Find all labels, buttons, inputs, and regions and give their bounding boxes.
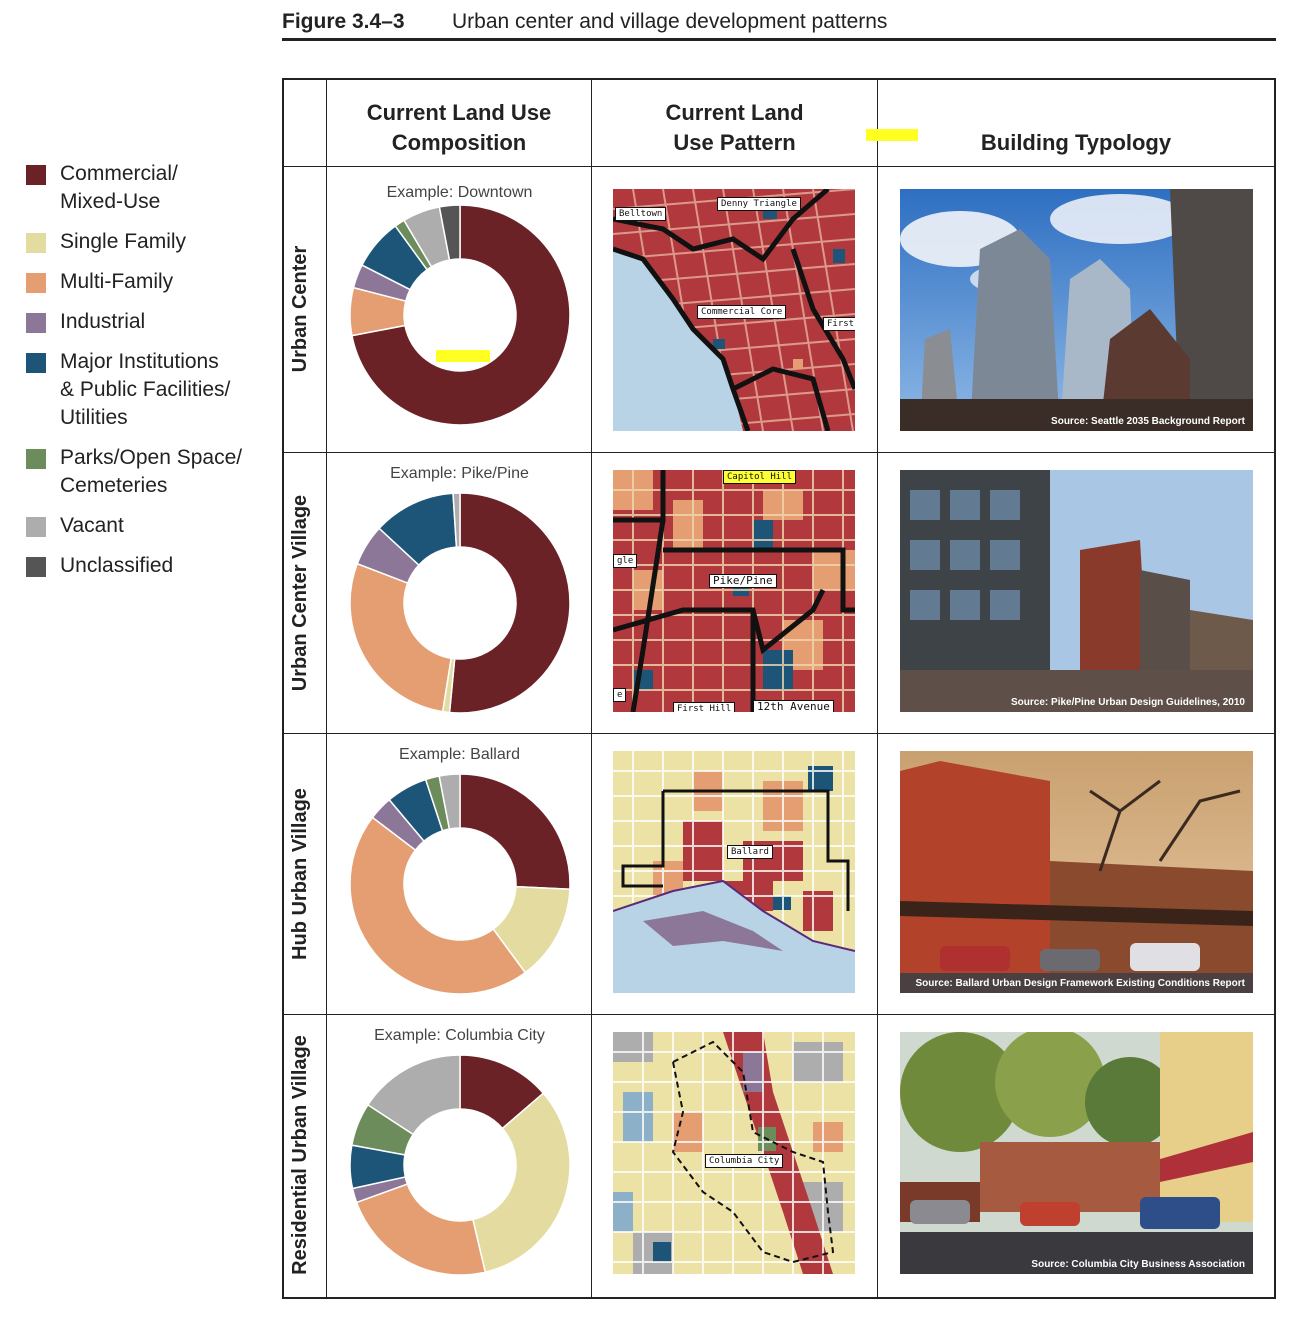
land-use-map-pike-pine: Capitol Hill gle Pike/Pine e First Hill … xyxy=(613,470,855,712)
donut-slice-commercial-mixed-use xyxy=(448,492,571,714)
row-divider xyxy=(282,452,1276,453)
legend-swatch xyxy=(26,353,46,373)
legend-item-unclassified: Unclassified xyxy=(26,552,266,580)
donut-chart-ballard xyxy=(349,773,571,995)
column-divider xyxy=(877,78,878,1299)
row-label-hub-urban-village: Hub Urban Village xyxy=(289,788,311,960)
map-label: Capitol Hill xyxy=(723,470,797,484)
column-divider xyxy=(591,78,592,1299)
donut-slice-commercial-mixed-use xyxy=(459,773,571,891)
land-use-map-downtown: Belltown Denny Triangle Commercial Core … xyxy=(613,189,855,431)
legend-swatch xyxy=(26,517,46,537)
example-caption: Example: Downtown xyxy=(386,184,533,201)
highlight-mark xyxy=(436,350,490,362)
donut-slice-vacant xyxy=(438,773,461,830)
legend-swatch xyxy=(26,449,46,469)
row-label-urban-center-village: Urban Center Village xyxy=(289,494,311,692)
header-line: Current Land Use xyxy=(366,100,552,125)
donut-slice-unclassified xyxy=(438,204,461,261)
legend-label: Commercial/ xyxy=(60,162,178,185)
row-divider xyxy=(282,1014,1276,1015)
figure-header: Figure 3.4–3 Urban center and village de… xyxy=(282,8,1276,41)
column-header-typology: Building Typology xyxy=(878,128,1274,158)
photo-source-caption: Source: Seattle 2035 Background Report xyxy=(1051,416,1245,427)
photo-source-caption: Source: Pike/Pine Urban Design Guideline… xyxy=(1011,697,1245,708)
legend-label: Single Family xyxy=(60,230,187,253)
donut-slice-single-family xyxy=(471,1092,571,1273)
map-label: e xyxy=(613,688,627,702)
legend-item-single-family: Single Family xyxy=(26,228,266,256)
example-caption: Example: Pike/Pine xyxy=(390,465,529,482)
photo-columbia-city-street: Source: Columbia City Business Associati… xyxy=(900,1032,1253,1274)
legend-swatch xyxy=(26,313,46,333)
header-line: Composition xyxy=(391,130,527,155)
land-use-map-columbia-city: Columbia City xyxy=(613,1032,855,1274)
photo-source-caption: Source: Columbia City Business Associati… xyxy=(1031,1259,1245,1270)
column-header-pattern: Current Land Use Pattern xyxy=(592,98,877,158)
legend-item-industrial: Industrial xyxy=(26,308,266,336)
map-label: Columbia City xyxy=(705,1154,784,1168)
land-use-legend: Commercial/ Mixed-Use Single Family Mult… xyxy=(26,160,266,592)
legend-label: Unclassified xyxy=(60,554,174,577)
legend-label: Multi-Family xyxy=(60,270,174,293)
header-line: Current Land xyxy=(665,100,804,125)
photo-pike-pine-street: Source: Pike/Pine Urban Design Guideline… xyxy=(900,470,1253,712)
row-divider xyxy=(282,733,1276,734)
map-label: Belltown xyxy=(615,207,667,221)
legend-item-multi-family: Multi-Family xyxy=(26,268,266,296)
map-label: First H xyxy=(823,317,855,331)
example-caption: Example: Columbia City xyxy=(374,1027,545,1044)
donut-slice-commercial-mixed-use xyxy=(351,204,571,426)
legend-item-institutions: Major Institutions & Public Facilities/ … xyxy=(26,348,266,432)
header-line: Use Pattern xyxy=(673,130,796,155)
donut-chart-downtown xyxy=(349,204,571,426)
highlight-mark xyxy=(866,129,918,141)
legend-label: Mixed-Use xyxy=(60,190,161,213)
donut-chart-pike-pine xyxy=(349,492,571,714)
map-label: Ballard xyxy=(727,845,773,859)
figure-title: Urban center and village development pat… xyxy=(452,10,888,33)
donut-slice-vacant xyxy=(366,1054,461,1136)
figure-number: Figure 3.4–3 xyxy=(282,10,405,33)
legend-swatch xyxy=(26,557,46,577)
map-label: Commercial Core xyxy=(697,305,787,319)
map-label: gle xyxy=(613,554,638,568)
legend-label: Cemeteries xyxy=(60,474,168,497)
row-label-residential-urban-village: Residential Urban Village xyxy=(289,1035,311,1275)
map-label: First Hill xyxy=(673,702,736,712)
row-divider xyxy=(282,166,1276,167)
land-use-map-ballard: Ballard xyxy=(613,751,855,993)
example-caption: Example: Ballard xyxy=(399,746,520,763)
photo-downtown-towers: Source: Seattle 2035 Background Report xyxy=(900,189,1253,431)
photo-source-caption: Source: Ballard Urban Design Framework E… xyxy=(915,978,1246,989)
donut-slice-multi-family xyxy=(349,562,453,713)
donut-chart-columbia-city xyxy=(349,1054,571,1276)
map-label: 12th Avenue xyxy=(753,700,834,712)
column-header-composition: Current Land Use Composition xyxy=(327,98,591,158)
legend-swatch xyxy=(26,233,46,253)
legend-label: Industrial xyxy=(60,310,146,333)
donut-slice-vacant xyxy=(452,492,461,548)
map-label: Denny Triangle xyxy=(717,197,801,211)
donut-slice-multi-family xyxy=(355,1183,487,1276)
header-line: Building Typology xyxy=(980,130,1172,155)
legend-item-vacant: Vacant xyxy=(26,512,266,540)
legend-swatch xyxy=(26,165,46,185)
legend-label: Vacant xyxy=(60,514,124,537)
legend-item-parks: Parks/Open Space/ Cemeteries xyxy=(26,444,266,500)
table-frame xyxy=(282,78,1276,1299)
map-label: Pike/Pine xyxy=(709,574,777,588)
legend-swatch xyxy=(26,273,46,293)
row-label-urban-center: Urban Center xyxy=(289,245,311,373)
development-pattern-table: Current Land Use Composition Current Lan… xyxy=(282,78,1276,1299)
legend-label: & Public Facilities/ xyxy=(60,378,231,401)
column-divider xyxy=(326,78,327,1299)
legend-label: Utilities xyxy=(60,406,128,429)
legend-label: Parks/Open Space/ xyxy=(60,446,243,469)
legend-item-commercial: Commercial/ Mixed-Use xyxy=(26,160,266,216)
donut-slice-multi-family xyxy=(349,816,527,995)
legend-label: Major Institutions xyxy=(60,350,219,373)
photo-ballard-street: Source: Ballard Urban Design Framework E… xyxy=(900,751,1253,993)
